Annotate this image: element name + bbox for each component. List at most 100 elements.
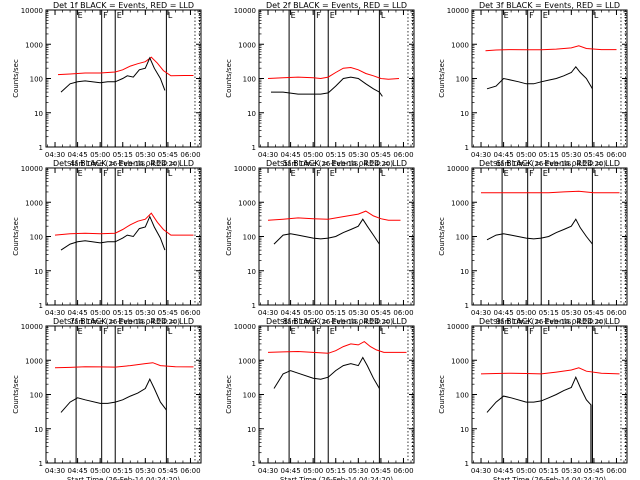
x-tick-label: 05:30: [561, 309, 581, 317]
x-tick-label: 05:15: [326, 151, 346, 159]
event-marker-label: L: [381, 11, 386, 20]
x-tick-label: 04:45: [494, 467, 514, 475]
panel-title: Det 2f BLACK = Events, RED = LLD: [266, 1, 407, 10]
y-tick-label: 1: [252, 302, 256, 310]
event-marker-label: E: [543, 327, 548, 336]
events-series-line: [60, 56, 166, 93]
event-marker-label: F: [529, 327, 534, 336]
y-tick-label: 10: [34, 268, 43, 276]
y-axis-label: Counts/sec: [438, 375, 446, 414]
x-axis-label: Start Time (26-Feb-14 04:24:20): [493, 160, 606, 168]
x-tick-label: 05:45: [158, 151, 178, 159]
x-tick-label: 05:45: [371, 309, 391, 317]
event-marker-label: F: [529, 169, 534, 178]
x-tick-label: 04:30: [471, 467, 491, 475]
y-axis-label: Counts/sec: [438, 59, 446, 98]
panel-det-3: Det 3f BLACK = Events, RED = LLD 1 10 100 10…: [438, 1, 628, 168]
event-marker-label: L: [594, 169, 599, 178]
x-tick-label: 04:45: [68, 151, 88, 159]
panel-det-4: Det 4f BLACK = Events, RED = LLD 1 10 100 10…: [12, 159, 202, 326]
x-tick-label: 05:30: [135, 309, 155, 317]
x-tick-label: 05:00: [303, 151, 323, 159]
x-tick-label: 04:30: [258, 151, 278, 159]
x-tick-label: 04:30: [258, 309, 278, 317]
x-tick-label: 06:00: [606, 467, 626, 475]
lld-series-line: [267, 66, 400, 80]
y-tick-label: 100: [456, 392, 469, 400]
x-tick-label: 05:00: [516, 309, 536, 317]
y-tick-label: 10000: [447, 165, 469, 173]
event-marker-label: L: [594, 11, 599, 20]
event-marker-label: E: [291, 169, 296, 178]
y-axis-label: Counts/sec: [225, 217, 233, 256]
x-axis-label: Start Time (26-Feb-14 04:24:20): [280, 160, 393, 168]
y-tick-label: 10: [460, 268, 469, 276]
x-tick-label: 06:00: [393, 467, 413, 475]
x-tick-label: 06:00: [606, 309, 626, 317]
y-tick-label: 100: [30, 76, 43, 84]
y-tick-label: 100: [456, 76, 469, 84]
events-series-line: [273, 218, 380, 245]
y-tick-label: 10000: [234, 165, 256, 173]
x-axis-label: Start Time (26-Feb-14 04:24:20): [67, 476, 180, 480]
y-tick-label: 100: [30, 392, 43, 400]
event-marker-label: E: [78, 327, 83, 336]
event-marker-label: E: [504, 169, 509, 178]
x-tick-label: 04:45: [281, 467, 301, 475]
x-tick-label: 05:30: [348, 467, 368, 475]
x-axis-label: Start Time (26-Feb-14 04:24:20): [280, 476, 393, 480]
y-tick-label: 10000: [21, 7, 43, 15]
y-tick-label: 100: [456, 234, 469, 242]
y-tick-label: 1000: [451, 199, 469, 207]
x-tick-label: 05:15: [113, 151, 133, 159]
x-axis-label: Start Time (26-Feb-14 04:24:20): [493, 318, 606, 326]
event-marker-label: E: [291, 327, 296, 336]
x-tick-label: 05:00: [516, 467, 536, 475]
axis-frame: [471, 9, 628, 148]
y-tick-label: 1000: [451, 41, 469, 49]
x-tick-label: 06:00: [180, 151, 200, 159]
lld-series-line: [267, 340, 407, 354]
event-marker-label: L: [381, 327, 386, 336]
axis-frame: [45, 325, 202, 464]
y-tick-label: 1: [39, 302, 43, 310]
y-tick-label: 1: [252, 460, 256, 468]
x-tick-label: 06:00: [393, 309, 413, 317]
y-tick-label: 1000: [25, 357, 43, 365]
x-axis-label: Start Time (26-Feb-14 04:24:20): [280, 318, 393, 326]
event-marker-label: E: [330, 169, 335, 178]
y-tick-label: 10: [247, 110, 256, 118]
x-tick-label: 05:15: [113, 467, 133, 475]
y-tick-label: 1: [39, 144, 43, 152]
events-series-line: [486, 65, 593, 90]
y-tick-label: 10000: [447, 323, 469, 331]
x-tick-label: 04:30: [471, 309, 491, 317]
x-tick-label: 04:45: [281, 309, 301, 317]
lld-series-line: [485, 45, 617, 52]
lld-series-line: [54, 212, 194, 236]
x-tick-label: 04:30: [45, 151, 65, 159]
lld-series-line: [480, 367, 620, 375]
x-tick-label: 05:00: [516, 151, 536, 159]
event-marker-label: L: [168, 11, 173, 20]
x-tick-label: 06:00: [180, 467, 200, 475]
event-marker-label: F: [103, 11, 108, 20]
x-tick-label: 05:15: [326, 467, 346, 475]
panel-det-6: Det 6f BLACK = Events, RED = LLD 1 10 100 10…: [438, 159, 628, 326]
y-axis-label: Counts/sec: [225, 59, 233, 98]
panel-title: Det 4f BLACK = Events, RED = LLD: [53, 159, 194, 168]
x-tick-label: 05:45: [371, 467, 391, 475]
x-tick-label: 05:00: [303, 309, 323, 317]
lld-series-line: [481, 190, 620, 194]
y-tick-label: 100: [243, 234, 256, 242]
axis-frame: [258, 9, 415, 148]
x-tick-label: 04:45: [494, 309, 514, 317]
panel-title: Det 9f BLACK = Events, RED = LLD: [479, 317, 620, 326]
y-tick-label: 10: [460, 110, 469, 118]
x-tick-label: 04:45: [281, 151, 301, 159]
y-axis-label: Counts/sec: [12, 375, 20, 414]
x-tick-label: 05:45: [584, 467, 604, 475]
y-tick-label: 1: [465, 144, 469, 152]
